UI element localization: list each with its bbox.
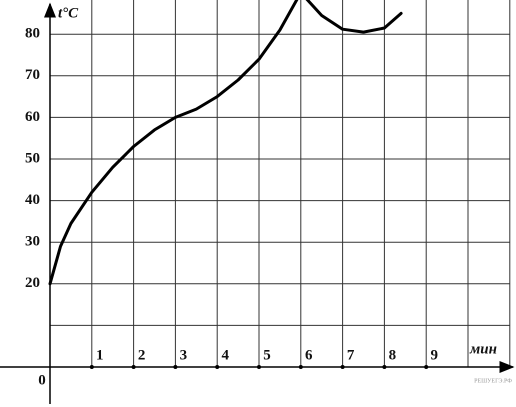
y-tick-label: 40: [25, 192, 40, 208]
x-tick-label: 9: [430, 347, 438, 363]
x-tick-label: 1: [96, 347, 104, 363]
line: [48, 0, 403, 286]
x-axis-label: мин: [469, 341, 497, 357]
x-tick-label: 6: [305, 347, 313, 363]
watermark: РЕШУЕГЭ.РФ: [474, 378, 512, 384]
x-tick-label: 3: [180, 347, 188, 363]
y-tick-label: 20: [25, 275, 40, 291]
y-tick-label: 50: [25, 150, 40, 166]
x-tick-label: 2: [138, 347, 146, 363]
grid: [50, 0, 511, 367]
y-tick-label: 80: [25, 26, 40, 42]
y-tick-label: 60: [25, 109, 40, 125]
x-tick-label: 5: [263, 347, 271, 363]
x-tick-label: 4: [221, 347, 229, 363]
y-tick-label: 30: [25, 234, 40, 250]
x-tick-label: 8: [389, 347, 397, 363]
x-tick-label: 0: [38, 372, 46, 388]
y-tick-label: 70: [25, 67, 40, 83]
x-tick-label: 7: [347, 347, 355, 363]
y-axis-label: t°C: [58, 5, 79, 21]
